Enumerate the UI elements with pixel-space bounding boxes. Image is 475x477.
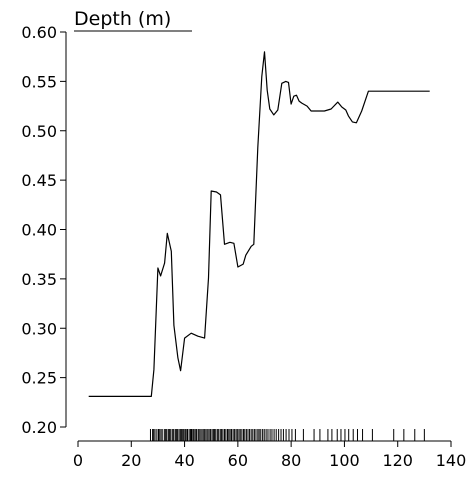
x-tick-label: 40 [174, 451, 194, 470]
y-tick-label: 0.60 [21, 23, 57, 42]
y-tick-label: 0.55 [21, 72, 57, 91]
x-tick-label: 0 [73, 451, 83, 470]
x-tick-label: 100 [329, 451, 360, 470]
x-tick-label: 80 [281, 451, 301, 470]
x-tick-label: 140 [436, 451, 467, 470]
y-axis-ticks: 0.20 0.25 0.30 0.35 0.40 0.45 0.50 0.55 0.60 [21, 23, 66, 437]
y-tick-label: 0.45 [21, 171, 57, 190]
series-line-depth [88, 51, 430, 397]
x-tick-label: 60 [228, 451, 248, 470]
chart-title: Depth (m) [74, 8, 171, 30]
x-axis-ticks: 0 20 40 60 80 100 120 140 [73, 441, 466, 470]
axes [65, 32, 451, 442]
y-tick-label: 0.30 [21, 319, 57, 338]
y-tick-label: 0.25 [21, 369, 57, 388]
y-tick-label: 0.35 [21, 270, 57, 289]
y-tick-label: 0.50 [21, 122, 57, 141]
y-tick-label: 0.20 [21, 418, 57, 437]
x-tick-label: 120 [382, 451, 413, 470]
rug-marks [149, 429, 425, 441]
x-tick-label: 20 [121, 451, 141, 470]
y-tick-label: 0.40 [21, 221, 57, 240]
